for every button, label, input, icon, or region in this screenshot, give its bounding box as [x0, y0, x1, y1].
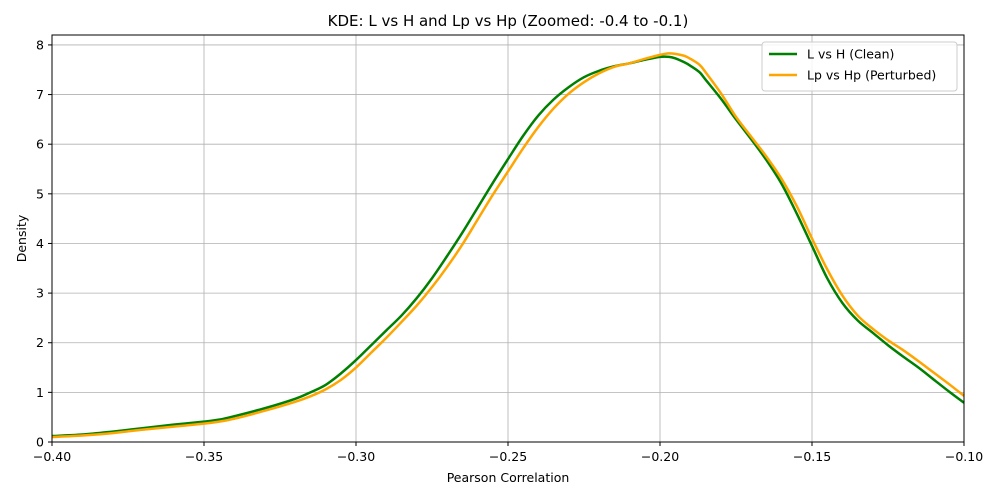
y-tick-label: 3 — [36, 286, 44, 301]
x-tick-label: −0.40 — [33, 449, 71, 464]
series-line-perturbed — [51, 52, 965, 439]
x-axis-ticks: −0.40 −0.35 −0.30 −0.25 −0.20 −0.15 −0.10 — [33, 442, 983, 464]
x-tick-label: −0.10 — [945, 449, 983, 464]
x-tick-label: −0.15 — [793, 449, 831, 464]
y-tick-label: 2 — [36, 335, 44, 350]
y-axis-label: Density — [14, 214, 29, 262]
y-tick-label: 5 — [36, 186, 44, 201]
x-tick-label: −0.35 — [185, 449, 223, 464]
legend: L vs H (Clean) Lp vs Hp (Perturbed) — [761, 41, 958, 92]
y-tick-label: 6 — [36, 137, 44, 152]
x-axis-label: Pearson Correlation — [447, 470, 570, 485]
y-tick-label: 1 — [36, 385, 44, 400]
y-tick-label: 4 — [36, 236, 44, 251]
y-tick-label: 7 — [36, 87, 44, 102]
legend-label-clean: L vs H (Clean) — [807, 47, 894, 62]
y-tick-label: 0 — [36, 435, 44, 450]
grid — [51, 35, 965, 443]
x-tick-label: −0.30 — [337, 449, 375, 464]
chart-title: KDE: L vs H and Lp vs Hp (Zoomed: -0.4 t… — [328, 12, 689, 30]
x-tick-label: −0.25 — [489, 449, 527, 464]
legend-box — [761, 41, 958, 92]
plot-lines — [51, 52, 965, 439]
y-axis-ticks: 0 1 2 3 4 5 6 7 8 — [36, 37, 52, 450]
y-tick-label: 8 — [36, 37, 44, 52]
x-tick-label: −0.20 — [641, 449, 679, 464]
series-line-clean — [51, 55, 965, 438]
legend-label-perturbed: Lp vs Hp (Perturbed) — [807, 68, 936, 83]
